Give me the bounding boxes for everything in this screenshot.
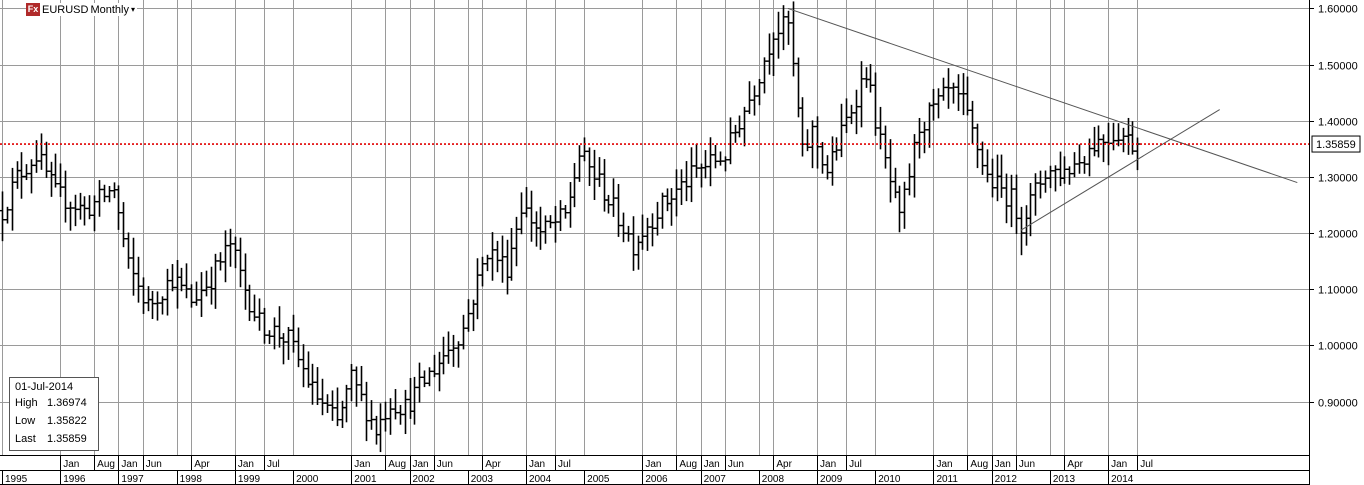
last-price-label: 1.35859 xyxy=(1316,139,1356,151)
year-label: 2005 xyxy=(587,474,610,485)
month-label: Jun xyxy=(146,459,162,470)
info-date: 01-Jul-2014 xyxy=(15,381,74,393)
year-label: 2007 xyxy=(704,474,727,485)
month-label: Jan xyxy=(936,459,952,470)
data-window: 01-Jul-2014 High 1.36974 Low 1.35822 Las… xyxy=(9,377,99,451)
price-tick-label: 1.20000 xyxy=(1318,229,1358,241)
month-label: Jan xyxy=(121,459,137,470)
month-label: Jan xyxy=(995,459,1011,470)
year-label: 1999 xyxy=(238,474,261,485)
price-bars xyxy=(0,1,1141,453)
month-label: Jul xyxy=(849,459,862,470)
price-tick-label: 1.50000 xyxy=(1318,61,1358,73)
info-label: High xyxy=(15,397,38,409)
month-label: Jun xyxy=(1019,459,1035,470)
year-label: 2004 xyxy=(529,474,552,485)
info-value: 1.35859 xyxy=(47,433,87,445)
year-label: 2000 xyxy=(296,474,319,485)
last-price-box xyxy=(1311,135,1361,153)
price-tick-label: 1.00000 xyxy=(1318,341,1358,353)
month-label: Apr xyxy=(1067,459,1083,470)
year-label: 2008 xyxy=(762,474,785,485)
symbol-label: EURUSD xyxy=(42,3,89,16)
year-label: 1995 xyxy=(5,474,28,485)
month-label: Jan xyxy=(820,459,836,470)
month-label: Jul xyxy=(1140,459,1153,470)
month-label: Aug xyxy=(388,459,406,470)
year-label: 1996 xyxy=(63,474,86,485)
fx-logo-icon: Fx xyxy=(26,3,40,16)
price-tick-label: 1.10000 xyxy=(1318,285,1358,297)
chart-title[interactable]: Fx EURUSD Monthly ▾ xyxy=(26,3,137,16)
year-label: 2014 xyxy=(1111,474,1134,485)
price-tick-label: 0.90000 xyxy=(1318,398,1358,410)
year-label: 2012 xyxy=(995,474,1018,485)
month-label: Aug xyxy=(679,459,697,470)
year-label: 2003 xyxy=(471,474,494,485)
dropdown-arrow-icon[interactable]: ▾ xyxy=(130,5,135,14)
price-tick-label: 1.60000 xyxy=(1318,4,1358,16)
trendline-resistance xyxy=(787,7,1298,184)
year-label: 2009 xyxy=(820,474,843,485)
year-label: 2006 xyxy=(645,474,668,485)
price-tick-label: 1.30000 xyxy=(1318,173,1358,185)
month-label: Jan xyxy=(238,459,254,470)
month-label: Jan xyxy=(704,459,720,470)
year-label: 2013 xyxy=(1053,474,1076,485)
year-label: 2001 xyxy=(354,474,377,485)
month-label: Aug xyxy=(970,459,988,470)
month-label: Jul xyxy=(267,459,280,470)
month-label: Jan xyxy=(529,459,545,470)
info-value: 1.36974 xyxy=(47,397,87,409)
year-label: 2011 xyxy=(936,474,958,485)
year-label: 1997 xyxy=(121,474,144,485)
timeframe-label: Monthly xyxy=(90,3,129,16)
info-label: Last xyxy=(15,433,36,445)
month-label: Jan xyxy=(413,459,429,470)
month-label: Jan xyxy=(1111,459,1127,470)
month-label: Jan xyxy=(354,459,370,470)
price-tick-label: 1.40000 xyxy=(1318,117,1358,129)
info-label: Low xyxy=(15,415,36,427)
month-label: Jan xyxy=(645,459,661,470)
year-label: 1998 xyxy=(180,474,203,485)
month-label: Apr xyxy=(485,459,501,470)
month-label: Jan xyxy=(63,459,79,470)
year-label: 2010 xyxy=(878,474,901,485)
month-label: Apr xyxy=(776,459,792,470)
month-label: Jul xyxy=(558,459,571,470)
info-value: 1.35822 xyxy=(47,415,87,427)
month-label: Jun xyxy=(437,459,453,470)
last-price-marker: 1.35859 xyxy=(1311,135,1361,153)
month-label: Jun xyxy=(728,459,744,470)
year-label: 2002 xyxy=(413,474,436,485)
month-label: Apr xyxy=(194,459,210,470)
price-axis-panel xyxy=(1309,0,1364,485)
trendline-support xyxy=(1020,109,1220,231)
month-label: Aug xyxy=(97,459,115,470)
